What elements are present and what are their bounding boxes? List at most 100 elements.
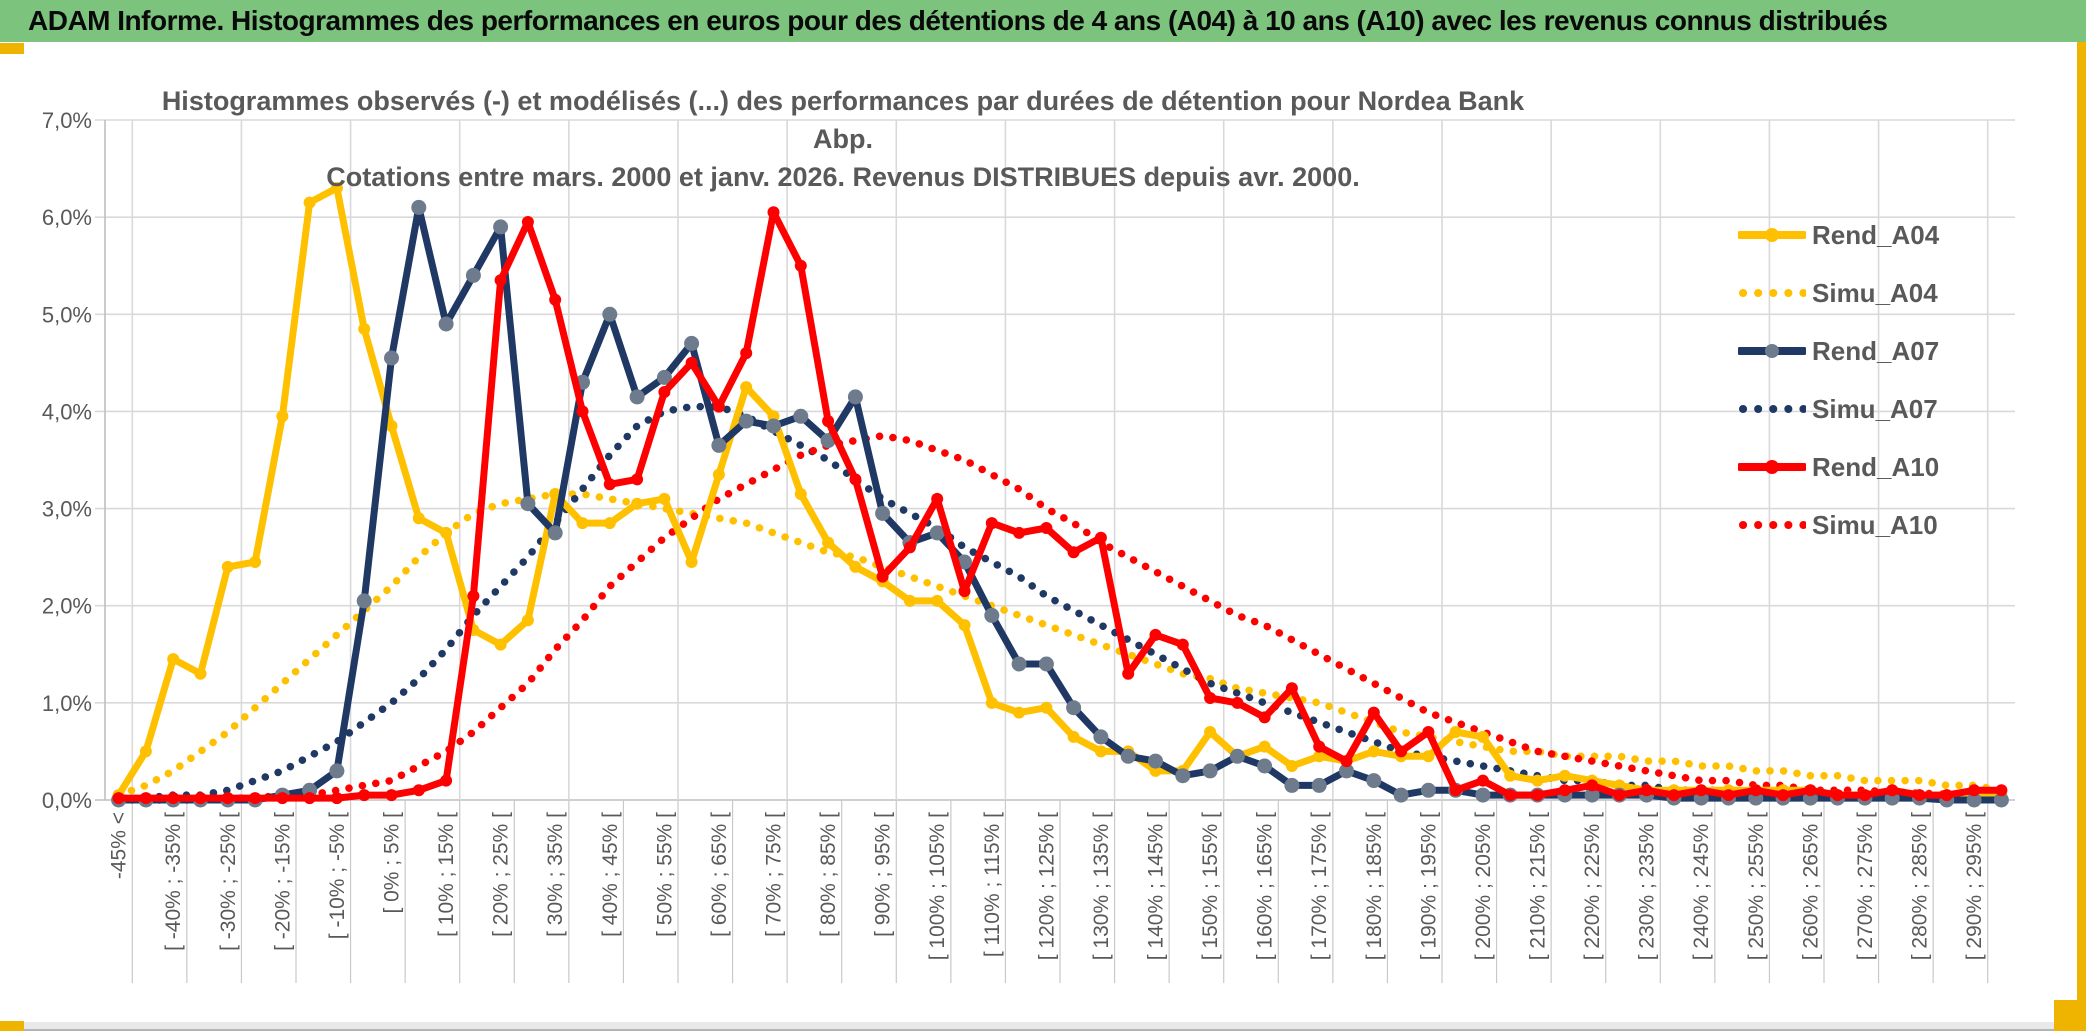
series-marker-Rend_A04 xyxy=(221,560,234,573)
series-marker-Rend_A07 xyxy=(1393,787,1409,803)
x-axis-tick-label: [ 80% ; 85% [ xyxy=(817,812,840,937)
series-marker-Rend_A10 xyxy=(1940,789,1953,802)
series-marker-Rend_A10 xyxy=(1722,789,1735,802)
series-marker-Rend_A07 xyxy=(1229,748,1245,764)
legend-swatch-dotted-icon xyxy=(1739,521,1806,529)
series-marker-Rend_A04 xyxy=(249,556,262,568)
series-marker-Rend_A04 xyxy=(740,381,753,394)
series-marker-Rend_A07 xyxy=(1966,792,1982,808)
legend-item-Simu_A10: Simu_A10 xyxy=(1738,496,1968,554)
series-marker-Rend_A07 xyxy=(711,437,727,453)
legend-label: Rend_A07 xyxy=(1812,335,1940,366)
x-axis-tick-label: [ 70% ; 75% [ xyxy=(763,812,786,937)
series-marker-Rend_A04 xyxy=(1258,740,1271,753)
legend-label: Simu_A07 xyxy=(1812,393,1938,424)
series-marker-Rend_A10 xyxy=(1695,784,1708,797)
series-marker-Rend_A10 xyxy=(549,293,562,306)
series-marker-Rend_A04 xyxy=(330,182,343,194)
series-marker-Rend_A10 xyxy=(985,517,998,530)
series-marker-Rend_A04 xyxy=(631,497,644,510)
series-marker-Rend_A04 xyxy=(603,517,616,530)
legend-item-Simu_A07: Simu_A07 xyxy=(1738,380,1968,438)
series-marker-Rend_A10 xyxy=(1886,784,1899,797)
series-marker-Rend_A10 xyxy=(1831,789,1844,802)
series-marker-Rend_A10 xyxy=(1204,692,1217,704)
series-marker-Rend_A10 xyxy=(1313,740,1326,753)
series-marker-Rend_A07 xyxy=(957,554,972,570)
x-axis-tick-label: [ 50% ; 55% [ xyxy=(653,812,676,937)
series-marker-Rend_A10 xyxy=(1367,706,1380,719)
series-marker-Rend_A07 xyxy=(1148,753,1163,769)
chart-title-line2: Cotations entre mars. 2000 et janv. 2026… xyxy=(326,162,1360,192)
y-axis-tick-label: 0,0% xyxy=(42,788,92,813)
series-marker-Rend_A07 xyxy=(438,316,454,332)
series-marker-Rend_A04 xyxy=(494,638,507,651)
x-axis-tick-label: [ -30% ; -25% [ xyxy=(217,812,240,951)
series-marker-Rend_A07 xyxy=(738,413,754,429)
series-marker-Rend_A07 xyxy=(1339,763,1354,779)
series-marker-Rend_A10 xyxy=(303,792,316,805)
series-line-Rend_A07 xyxy=(115,203,2005,804)
series-marker-Rend_A07 xyxy=(984,607,1000,623)
legend-label: Simu_A04 xyxy=(1812,277,1938,308)
series-marker-Rend_A04 xyxy=(1040,701,1053,714)
series-marker-Rend_A04 xyxy=(194,667,207,680)
series-marker-Rend_A10 xyxy=(849,473,862,486)
gold-accent-bottomright xyxy=(2054,1000,2086,1031)
series-marker-Rend_A04 xyxy=(139,745,152,758)
series-marker-Rend_A10 xyxy=(1122,667,1135,680)
series-marker-Rend_A10 xyxy=(958,585,971,598)
series-marker-Rend_A10 xyxy=(1340,755,1353,768)
series-marker-Rend_A04 xyxy=(1204,726,1217,738)
series-marker-Rend_A10 xyxy=(112,792,125,805)
y-axis-tick-label: 2,0% xyxy=(42,594,92,619)
series-marker-Rend_A07 xyxy=(629,389,645,405)
series-marker-Rend_A10 xyxy=(1449,784,1462,797)
series-marker-Rend_A10 xyxy=(1613,789,1626,802)
x-axis-tick-label: [ 140% ; 145% [ xyxy=(1145,812,1168,960)
series-marker-Rend_A07 xyxy=(929,525,945,541)
series-marker-Rend_A10 xyxy=(467,590,480,602)
x-axis-tick-label: [ 10% ; 15% [ xyxy=(435,812,458,937)
series-marker-Rend_A07 xyxy=(1202,763,1218,779)
series-marker-Rend_A10 xyxy=(1067,546,1080,559)
x-axis-tick-label: [ -20% ; -15% [ xyxy=(271,812,294,951)
series-marker-Rend_A10 xyxy=(767,206,780,219)
series-marker-Rend_A10 xyxy=(1149,628,1162,641)
series-marker-Rend_A07 xyxy=(602,306,618,322)
series-marker-Rend_A10 xyxy=(1804,784,1817,797)
legend-swatch-solid-icon xyxy=(1738,460,1806,474)
series-marker-Rend_A07 xyxy=(329,763,345,779)
series-marker-Rend_A10 xyxy=(494,274,507,287)
series-marker-Rend_A10 xyxy=(1258,711,1271,724)
series-marker-Rend_A07 xyxy=(875,505,891,521)
y-axis-tick-label: 4,0% xyxy=(42,399,92,424)
series-marker-Rend_A07 xyxy=(1175,768,1191,784)
series-marker-Rend_A07 xyxy=(1475,787,1491,803)
series-marker-Rend_A10 xyxy=(794,259,807,272)
series-marker-Rend_A10 xyxy=(1586,779,1599,792)
series-marker-Rend_A10 xyxy=(1640,784,1653,797)
x-axis-tick-label: [ 40% ; 45% [ xyxy=(599,812,622,937)
x-axis-tick-label: [ 60% ; 65% [ xyxy=(708,812,731,937)
series-marker-Rend_A10 xyxy=(521,216,534,228)
series-line-Rend_A10 xyxy=(115,208,2005,802)
series-marker-Rend_A10 xyxy=(822,415,835,428)
x-axis-tick-label: [ 160% ; 165% [ xyxy=(1254,812,1277,960)
series-line-Rend_A04 xyxy=(115,184,2005,799)
series-marker-Rend_A10 xyxy=(1285,682,1298,695)
series-marker-Rend_A10 xyxy=(1176,638,1189,651)
series-marker-Rend_A04 xyxy=(685,556,698,568)
series-marker-Rend_A10 xyxy=(330,792,343,805)
legend-swatch-solid-icon xyxy=(1738,344,1806,358)
series-marker-Rend_A10 xyxy=(440,774,453,787)
series-marker-Rend_A10 xyxy=(139,792,152,805)
series-marker-Rend_A10 xyxy=(740,347,753,360)
series-marker-Rend_A07 xyxy=(1120,748,1136,764)
legend-item-Rend_A10: Rend_A10 xyxy=(1738,438,1968,496)
series-marker-Rend_A07 xyxy=(465,267,481,283)
series-marker-Rend_A04 xyxy=(1476,730,1489,743)
series-marker-Rend_A07 xyxy=(411,199,427,215)
series-marker-Rend_A10 xyxy=(1231,696,1244,709)
